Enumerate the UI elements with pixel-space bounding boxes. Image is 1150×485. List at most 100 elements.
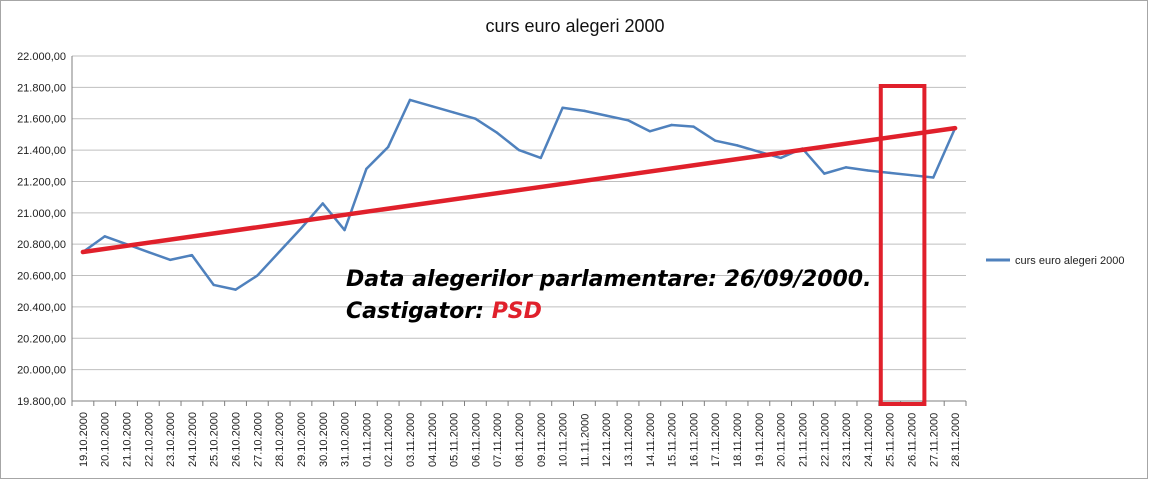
data-point <box>583 109 586 113</box>
data-point <box>343 228 346 232</box>
x-tick-label: 05.11.2000 <box>449 413 461 467</box>
x-tick-label: 06.11.2000 <box>470 413 482 467</box>
data-point <box>735 144 739 147</box>
x-tick-label: 18.11.2000 <box>732 413 744 467</box>
x-tick-label: 27.11.2000 <box>928 413 940 467</box>
x-tick-label: 11.11.2000 <box>579 414 591 467</box>
x-tick-label: 23.10.2000 <box>165 412 177 467</box>
highlight-box <box>878 84 927 406</box>
x-tick-label: 02.11.2000 <box>383 413 395 467</box>
data-point <box>321 202 324 205</box>
legend-label: curs euro alegeri 2000 <box>1015 255 1124 267</box>
data-point <box>757 150 761 153</box>
data-point <box>823 172 826 175</box>
data-point <box>539 156 543 160</box>
data-point <box>256 274 259 277</box>
data-point <box>692 125 695 128</box>
x-tick-label: 03.11.2000 <box>405 413 417 467</box>
trendline <box>80 125 958 255</box>
data-point <box>626 119 630 122</box>
chart-title: curs euro alegeri 2000 <box>485 16 664 36</box>
data-point <box>932 176 935 179</box>
trendline-layer <box>80 125 958 255</box>
x-tick-label: 20.10.2000 <box>100 412 112 467</box>
series-layer <box>81 98 957 291</box>
legend: curs euro alegeri 2000 <box>986 255 1124 267</box>
x-tick-label: 01.11.2000 <box>361 413 373 467</box>
y-tick-label: 20.600,00 <box>17 271 66 283</box>
series-line <box>82 98 957 291</box>
x-tick-label: 22.10.2000 <box>143 412 155 467</box>
data-point <box>168 258 172 262</box>
x-tick-label: 04.11.2000 <box>427 413 439 467</box>
y-tick-label: 21.800,00 <box>17 82 66 94</box>
y-axis-ticks: 19.800,00 20.000,00 20.200,00 20.400,00 20.6… <box>17 51 66 408</box>
x-tick-label: 07.11.2000 <box>492 413 504 467</box>
data-point <box>779 156 782 160</box>
x-tick-label: 13.11.2000 <box>623 413 635 467</box>
x-tick-label: 24.11.2000 <box>863 413 875 467</box>
x-tick-label: 16.11.2000 <box>688 413 700 467</box>
data-point <box>910 173 913 177</box>
data-point <box>234 288 237 291</box>
x-tick-label: 17.11.2000 <box>710 413 722 467</box>
y-tick-label: 19.800,00 <box>17 396 66 408</box>
data-point <box>605 114 608 117</box>
y-tick-label: 20.200,00 <box>17 333 66 345</box>
data-point <box>517 148 521 152</box>
x-tick-label: 31.10.2000 <box>340 412 352 467</box>
y-tick-label: 22.000,00 <box>17 51 66 63</box>
data-point <box>408 98 412 102</box>
y-tick-label: 20.400,00 <box>17 302 66 314</box>
x-tick-label: 30.10.2000 <box>318 412 330 467</box>
data-point <box>190 253 194 257</box>
data-point <box>299 227 303 230</box>
data-point <box>277 250 281 254</box>
data-point <box>452 111 455 114</box>
y-tick-label: 21.200,00 <box>17 176 66 188</box>
data-point <box>495 131 499 135</box>
x-tick-label: 29.10.2000 <box>296 412 308 467</box>
x-tick-label: 28.10.2000 <box>274 412 286 467</box>
annotation-winner-value: PSD <box>492 299 542 324</box>
data-point <box>888 171 891 175</box>
annotation-line-1: Data alegerilor parlamentare: 26/09/2000… <box>346 267 871 292</box>
x-tick-label: 23.11.2000 <box>841 413 853 467</box>
x-tick-label: 21.11.2000 <box>797 413 809 467</box>
x-tick-label: 25.10.2000 <box>209 412 221 467</box>
x-tick-label: 25.11.2000 <box>885 413 897 467</box>
data-point <box>561 106 564 109</box>
x-tick-label: 28.11.2000 <box>950 413 962 467</box>
x-tick-label: 19.11.2000 <box>754 413 766 467</box>
x-tick-label: 20.11.2000 <box>776 413 788 467</box>
x-tick-label: 08.11.2000 <box>514 413 526 467</box>
data-point <box>212 283 215 287</box>
annotation-line-2: Castigator: PSD <box>346 299 542 324</box>
x-tick-label: 21.10.2000 <box>122 412 134 467</box>
data-point <box>844 166 848 169</box>
y-tick-label: 21.400,00 <box>17 145 66 157</box>
data-point <box>648 130 652 133</box>
data-point <box>147 250 150 254</box>
x-tick-label: 12.11.2000 <box>601 413 613 467</box>
x-tick-label: 26.10.2000 <box>231 412 243 467</box>
x-tick-label: 09.11.2000 <box>536 413 548 467</box>
data-point <box>430 104 433 108</box>
x-tick-label: 14.11.2000 <box>645 413 657 467</box>
annotation-winner-label: Castigator: <box>346 299 492 324</box>
x-tick-label: 19.10.2000 <box>78 412 90 467</box>
x-tick-label: 10.11.2000 <box>558 413 570 467</box>
data-point <box>103 235 106 238</box>
x-tick-label: 15.11.2000 <box>667 413 679 467</box>
y-tick-label: 20.000,00 <box>17 365 66 377</box>
y-tick-label: 21.600,00 <box>17 114 66 126</box>
y-tick-label: 21.000,00 <box>17 208 66 220</box>
x-tick-label: 27.10.2000 <box>252 412 264 467</box>
x-tick-label: 24.10.2000 <box>187 412 199 467</box>
data-point <box>714 139 717 142</box>
data-point <box>670 123 673 127</box>
data-point <box>474 117 477 120</box>
x-tick-label: 26.11.2000 <box>906 413 918 467</box>
